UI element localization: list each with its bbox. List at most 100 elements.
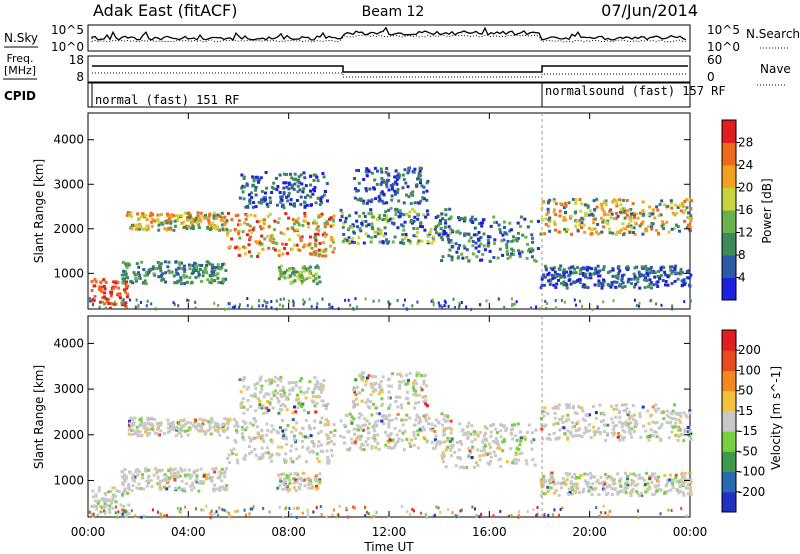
- heatmap-cell: [202, 480, 205, 484]
- heatmap-cell: [655, 421, 659, 424]
- heatmap-cell: [330, 448, 333, 452]
- heatmap-cell: [543, 410, 547, 414]
- heatmap-cell: [292, 301, 295, 305]
- heatmap-cell: [202, 270, 205, 274]
- heatmap-cell: [394, 180, 398, 184]
- heatmap-cell: [612, 433, 616, 437]
- heatmap-cell: [676, 225, 680, 229]
- heatmap-cell: [621, 222, 625, 226]
- heatmap-cell: [633, 233, 637, 236]
- heatmap-cell: [367, 199, 371, 203]
- heatmap-cell: [279, 200, 283, 204]
- heatmap-cell: [437, 233, 441, 237]
- heatmap-cell: [612, 407, 616, 411]
- heatmap-cell: [229, 515, 232, 519]
- heatmap-cell: [638, 494, 642, 498]
- nave-tick-60: 60: [707, 53, 722, 67]
- heatmap-cell: [492, 215, 496, 219]
- heatmap-cell: [563, 275, 567, 279]
- heatmap-cell: [685, 206, 689, 210]
- heatmap-cell: [441, 255, 445, 259]
- heatmap-cell: [357, 181, 361, 185]
- heatmap-cell: [129, 421, 133, 425]
- heatmap-cell: [166, 430, 170, 434]
- heatmap-cell: [557, 403, 561, 407]
- heatmap-cell: [364, 187, 368, 191]
- heatmap-cell: [673, 267, 677, 271]
- heatmap-cell: [246, 222, 250, 226]
- heatmap-cell: [583, 230, 587, 234]
- heatmap-cell: [627, 222, 631, 226]
- heatmap-cell: [621, 281, 625, 285]
- heatmap-cell: [188, 426, 192, 430]
- heatmap-cell: [329, 430, 333, 434]
- heatmap-cell: [272, 228, 276, 232]
- heatmap-cell: [262, 196, 266, 200]
- heatmap-cell: [253, 392, 257, 396]
- heatmap-cell: [213, 268, 217, 272]
- heatmap-cell: [567, 279, 571, 282]
- heatmap-cell: [535, 305, 538, 309]
- heatmap-cell: [688, 411, 692, 415]
- heatmap-cell: [469, 432, 473, 436]
- date-title: 07/Jun/2014: [601, 1, 698, 20]
- heatmap-cell: [145, 484, 149, 488]
- heatmap-cell: [254, 188, 258, 192]
- heatmap-cell: [104, 306, 107, 310]
- heatmap-cell: [262, 439, 266, 443]
- heatmap-cell: [556, 422, 560, 425]
- heatmap-cell: [262, 506, 265, 510]
- heatmap-cell: [308, 235, 312, 239]
- heatmap-cell: [488, 235, 492, 239]
- heatmap-cell: [536, 247, 540, 250]
- heatmap-cell: [606, 219, 610, 223]
- heatmap-cell: [572, 280, 576, 284]
- heatmap-cell: [308, 271, 312, 275]
- heatmap-cell: [358, 412, 362, 416]
- heatmap-cell: [533, 258, 537, 262]
- heatmap-cell: [317, 248, 321, 252]
- heatmap-cell: [178, 474, 182, 478]
- heatmap-cell: [591, 482, 595, 486]
- heatmap-cell: [313, 232, 317, 236]
- heatmap-cell: [678, 272, 682, 276]
- heatmap-cell: [625, 213, 629, 217]
- heatmap-cell: [630, 435, 634, 439]
- heatmap-cell: [407, 378, 410, 382]
- heatmap-cell: [612, 217, 616, 220]
- heatmap-cell: [629, 224, 633, 228]
- heatmap-cell: [223, 417, 227, 421]
- heatmap-cell: [632, 417, 635, 421]
- heatmap-cell: [562, 206, 566, 209]
- heatmap-cell: [345, 238, 349, 242]
- heatmap-cell: [460, 508, 463, 512]
- heatmap-cell: [256, 255, 260, 258]
- heatmap-cell: [576, 229, 580, 233]
- heatmap-cell: [284, 181, 288, 185]
- heatmap-cell: [308, 450, 312, 454]
- heatmap-cell: [199, 423, 203, 427]
- heatmap-cell: [144, 213, 148, 217]
- heatmap-cell: [418, 169, 422, 173]
- heatmap-cell: [301, 266, 305, 270]
- heatmap-cell: [315, 282, 319, 286]
- heatmap-cell: [460, 442, 463, 446]
- heatmap-cell: [228, 460, 231, 464]
- heatmap-cell: [125, 280, 128, 284]
- heatmap-cell: [559, 481, 563, 485]
- heatmap-cell: [668, 421, 672, 425]
- heatmap-cell: [628, 217, 632, 221]
- heatmap-cell: [207, 472, 210, 476]
- heatmap-cell: [443, 428, 446, 432]
- heatmap-cell: [644, 483, 647, 486]
- heatmap-cell: [299, 239, 303, 243]
- heatmap-cell: [244, 513, 247, 517]
- heatmap-cell: [483, 448, 486, 452]
- heatmap-cell: [325, 515, 328, 519]
- heatmap-cell: [315, 474, 318, 478]
- heatmap-cell: [215, 510, 218, 514]
- heatmap-cell: [575, 482, 579, 486]
- heatmap-cell: [201, 429, 205, 433]
- heatmap-cell: [616, 472, 620, 476]
